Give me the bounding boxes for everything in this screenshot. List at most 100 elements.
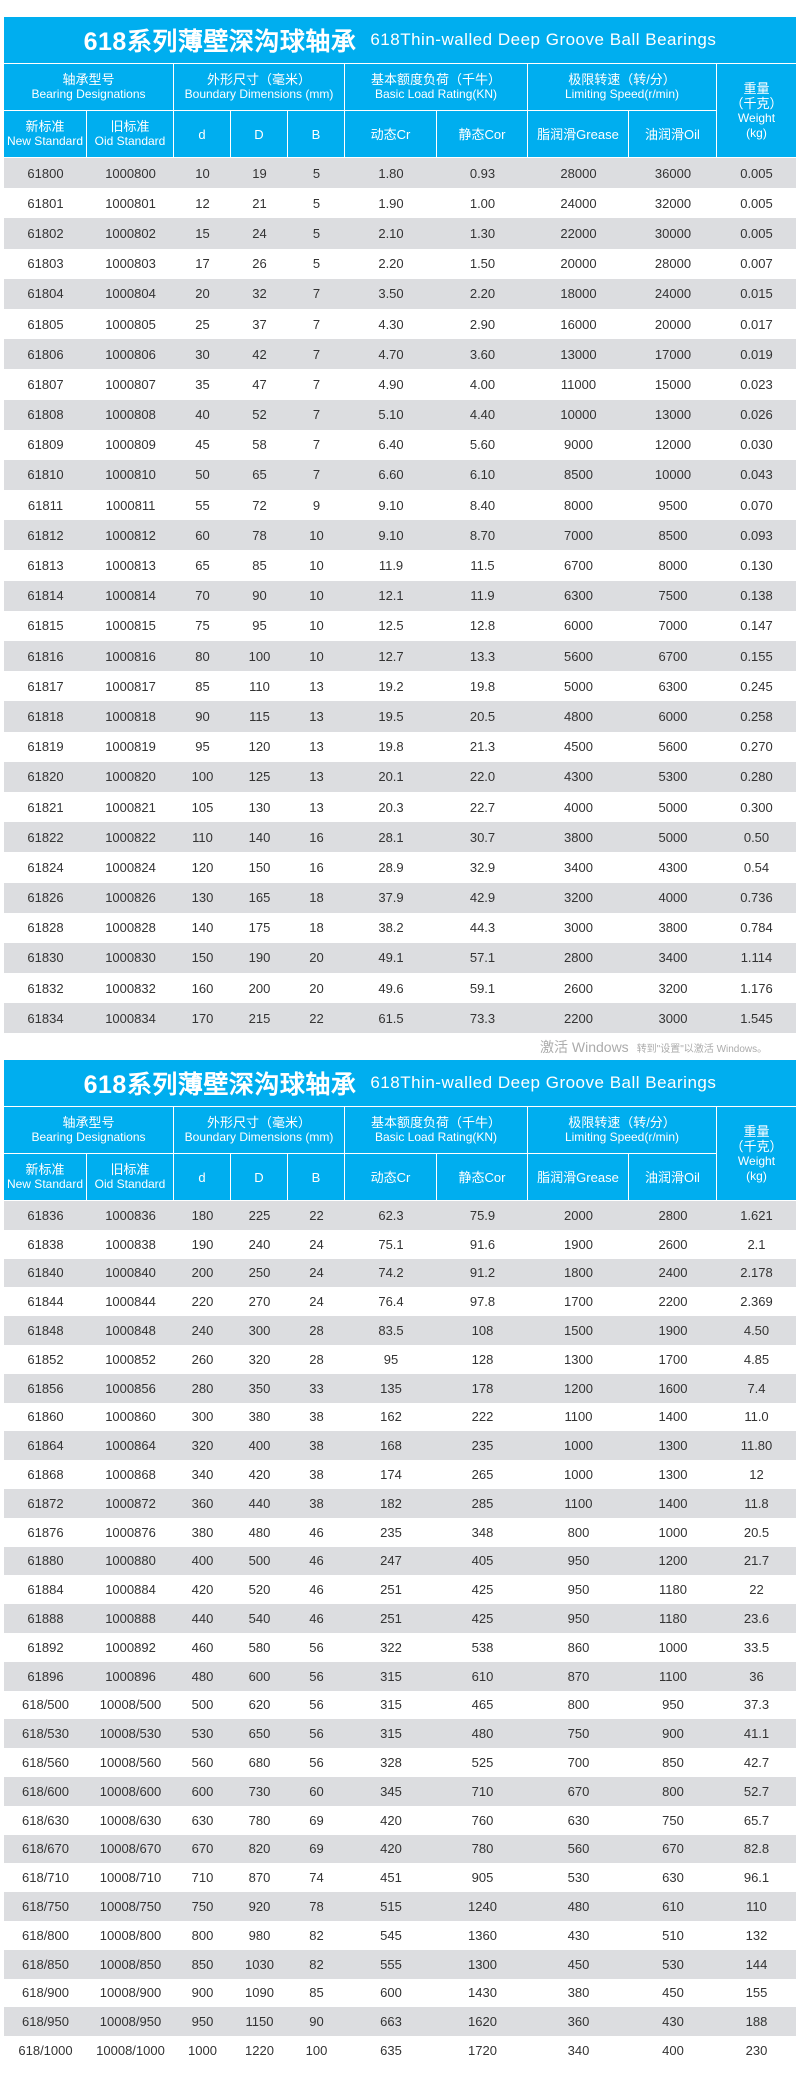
- cell-old-standard: 10008/850: [99, 1956, 162, 1972]
- cell-new-standard: 61806: [27, 346, 64, 362]
- cell-new-standard: 61872: [27, 1495, 64, 1511]
- cell-old-standard: 1000821: [105, 799, 156, 815]
- header-label: (kg): [746, 1168, 767, 1183]
- cell-new-standard: 61803: [27, 256, 64, 272]
- cell-B: 56: [309, 1726, 324, 1742]
- cell-cor: 780: [471, 1841, 494, 1857]
- table-row: 61848 1000848 240 300 28 83.5 108 1500 1900 4.50: [4, 1316, 796, 1345]
- cell-oil-speed: 6000: [658, 708, 688, 724]
- cell-d: 15: [195, 225, 210, 241]
- cell-weight: 11.8: [744, 1495, 769, 1511]
- cell-B: 38: [309, 1495, 324, 1511]
- cell-new-standard: 618/600: [22, 1783, 69, 1799]
- cell-cor: 2.90: [469, 316, 496, 332]
- table-row: 61832 1000832 160 200 20 49.6 59.1 2600 3200 1.17…: [4, 973, 796, 1003]
- cell-grease-speed: 6300: [564, 588, 593, 604]
- cell-B: 24: [309, 1236, 324, 1252]
- cell-d: 45: [195, 437, 210, 453]
- cell-cr: 74.2: [378, 1265, 404, 1281]
- cell-weight: 0.270: [740, 739, 773, 755]
- cell-oil-speed: 2400: [658, 1265, 688, 1281]
- cell-D: 380: [248, 1409, 271, 1425]
- cell-grease-speed: 4500: [564, 739, 593, 755]
- cell-old-standard: 1000834: [105, 1010, 156, 1026]
- header-d: d: [174, 111, 231, 158]
- cell-cr: 19.2: [378, 678, 404, 694]
- cell-new-standard: 61811: [27, 497, 64, 513]
- cell-grease-speed: 1900: [564, 1236, 593, 1252]
- cell-old-standard: 1000892: [105, 1639, 156, 1655]
- cell-oil-speed: 13000: [654, 407, 692, 423]
- cell-D: 95: [252, 618, 267, 634]
- cell-weight: 0.015: [740, 286, 773, 302]
- cell-oil-speed: 530: [662, 1956, 684, 1972]
- cell-cr: 315: [380, 1726, 402, 1742]
- cell-grease-speed: 950: [567, 1611, 590, 1627]
- cell-old-standard: 10008/1000: [96, 2043, 165, 2058]
- cell-new-standard: 61832: [27, 980, 64, 996]
- table-row: 61868 1000868 340 420 38 174 265 1000 1300 12: [4, 1460, 796, 1489]
- cell-grease-speed: 360: [567, 2014, 590, 2030]
- cell-old-standard: 1000803: [105, 256, 156, 272]
- cell-D: 820: [248, 1841, 271, 1857]
- cell-oil-speed: 5000: [658, 799, 688, 815]
- cell-new-standard: 61819: [27, 739, 64, 755]
- table-row: 618/900 10008/900 900 1090 85 600 1430 380 450 15…: [4, 1979, 796, 2008]
- header-label: 极限转速（转/分）: [568, 1115, 676, 1130]
- cell-d: 35: [195, 376, 210, 392]
- cell-weight: 7.4: [747, 1380, 766, 1396]
- cell-B: 5: [312, 165, 321, 181]
- cell-old-standard: 1000896: [105, 1668, 156, 1684]
- cell-B: 56: [309, 1668, 324, 1684]
- header-label: 轴承型号: [62, 72, 115, 87]
- cell-cor: 42.9: [469, 890, 496, 906]
- cell-grease-speed: 870: [567, 1668, 590, 1684]
- table-row: 618/710 10008/710 710 870 74 451 905 530 630 96.1: [4, 1863, 796, 1892]
- cell-cr: 76.4: [378, 1294, 404, 1310]
- cell-weight: 0.54: [743, 859, 770, 875]
- cell-oil-speed: 1400: [658, 1409, 688, 1425]
- cell-grease-speed: 1000: [564, 1467, 593, 1483]
- cell-old-standard: 10008/900: [99, 1985, 162, 2001]
- cell-cr: 37.9: [378, 890, 404, 906]
- table-row: 61836 1000836 180 225 22 62.3 75.9 2000 2800 1.62…: [4, 1201, 796, 1230]
- cell-d: 12: [195, 195, 210, 211]
- cell-weight: 22: [749, 1582, 764, 1598]
- cell-grease-speed: 1700: [564, 1294, 593, 1310]
- table-row: 61812 1000812 60 78 10 9.10 8.70 7000 8500 0.093: [4, 520, 796, 551]
- header-label: (kg): [746, 125, 767, 140]
- header-dimensions: 外形尺寸（毫米） Boundary Dimensions (mm): [174, 1107, 345, 1154]
- cell-d: 1000: [188, 2043, 217, 2058]
- cell-cor: 32.9: [469, 859, 496, 875]
- header-label: 重量: [743, 80, 770, 96]
- cell-d: 360: [191, 1495, 214, 1511]
- cell-grease-speed: 13000: [560, 346, 597, 362]
- header-cr: 动态Cr: [345, 111, 437, 158]
- cell-cor: 1.00: [469, 195, 496, 211]
- cell-new-standard: 61838: [27, 1236, 64, 1252]
- header-B: B: [288, 1154, 345, 1201]
- header-label: Oid Standard: [94, 134, 166, 148]
- cell-grease-speed: 1200: [564, 1380, 593, 1396]
- bearing-table-1: 618系列薄壁深沟球轴承 618Thin-walled Deep Groove …: [4, 17, 796, 1034]
- cell-grease-speed: 2000: [564, 1207, 593, 1223]
- cell-oil-speed: 5600: [658, 739, 688, 755]
- cell-B: 16: [309, 859, 324, 875]
- cell-B: 46: [309, 1611, 324, 1627]
- cell-weight: 132: [745, 1927, 768, 1943]
- header-label: 外形尺寸（毫米）: [206, 72, 311, 87]
- header-label: 重量: [743, 1123, 770, 1139]
- cell-B: 18: [309, 920, 324, 936]
- cell-d: 900: [191, 1985, 214, 2001]
- header-label: 轴承型号: [62, 1115, 115, 1130]
- cell-new-standard: 61820: [27, 769, 64, 785]
- cell-cr: 9.10: [378, 527, 404, 543]
- cell-oil-speed: 20000: [654, 316, 692, 332]
- table-row: 61834 1000834 170 215 22 61.5 73.3 2200 3000 1.54…: [4, 1003, 796, 1034]
- cell-grease-speed: 800: [567, 1524, 590, 1540]
- cell-cor: 91.6: [469, 1236, 496, 1252]
- cell-weight: 65.7: [743, 1812, 770, 1828]
- cell-D: 200: [248, 980, 271, 996]
- cell-d: 17: [195, 256, 210, 272]
- cell-cor: 1240: [468, 1899, 497, 1915]
